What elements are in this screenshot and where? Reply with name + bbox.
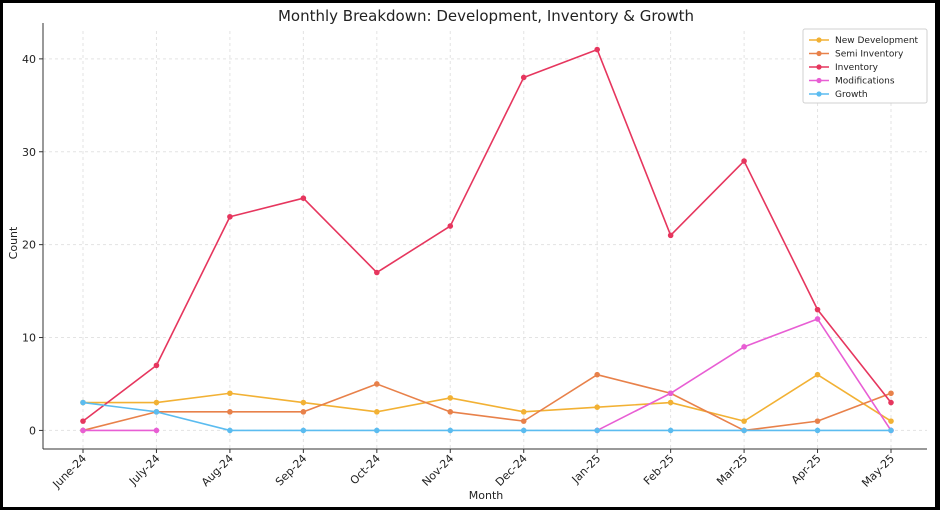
data-point: [888, 399, 894, 406]
data-point: [374, 381, 380, 387]
x-tick-label: Dec-24: [493, 452, 530, 489]
data-point: [227, 409, 233, 415]
data-point: [374, 427, 380, 434]
data-point: [520, 418, 527, 424]
y-tick-label: 20: [22, 239, 36, 252]
legend: New Development Semi Inventory Inventory Mo…: [802, 28, 928, 104]
chart-canvas: Monthly Breakdown: Development, Inventor…: [3, 3, 935, 507]
x-tick-label: Feb-25: [641, 452, 677, 488]
data-point: [80, 399, 86, 406]
data-point: [814, 316, 821, 322]
data-point: [300, 427, 307, 434]
series-line: [82, 401, 891, 432]
data-point: [888, 390, 894, 397]
x-axis-label: Month: [469, 489, 504, 502]
data-point: [594, 371, 600, 378]
grid-lines: [43, 31, 927, 449]
x-tick-label: Oct-24: [348, 452, 383, 487]
data-point: [741, 427, 747, 434]
series-inventory: [80, 46, 894, 424]
data-point: [667, 232, 674, 239]
legend-swatch-marker: [816, 91, 822, 97]
x-tick-labels: June-24 July-24 Aug-24 Sep-24 Oct-24 Nov-24 De…: [50, 449, 897, 492]
data-point: [888, 427, 894, 434]
data-point: [594, 427, 600, 434]
data-point: [153, 427, 160, 434]
data-point: [374, 409, 380, 415]
data-point: [594, 46, 600, 53]
y-tick-label: 10: [22, 332, 36, 345]
data-point: [300, 399, 307, 406]
x-tick-label: Jan-25: [569, 452, 604, 487]
data-point: [80, 418, 86, 424]
x-tick-label: Apr-25: [789, 452, 824, 487]
legend-swatch-marker: [816, 64, 822, 70]
data-point: [447, 395, 454, 401]
series-modifications: [80, 316, 894, 434]
x-tick-label: Sep-24: [273, 452, 310, 489]
data-point: [300, 409, 307, 415]
data-point: [888, 418, 894, 424]
data-point: [447, 427, 454, 434]
data-point: [814, 418, 821, 424]
data-point: [227, 213, 233, 220]
legend-label: Inventory: [835, 63, 879, 73]
y-tick-label: 30: [22, 146, 36, 159]
data-point: [741, 344, 747, 350]
data-point: [227, 427, 233, 434]
data-point: [814, 371, 821, 378]
data-point: [153, 399, 160, 406]
data-point: [227, 390, 233, 397]
legend-box: [802, 28, 928, 104]
series-growth: [80, 399, 894, 434]
series-line: [82, 48, 892, 422]
legend-label: Growth: [835, 90, 868, 100]
y-tick-label: 40: [22, 53, 36, 66]
chart-title: Monthly Breakdown: Development, Inventor…: [278, 7, 694, 25]
data-point: [667, 399, 674, 406]
y-tick-label: 0: [29, 424, 36, 437]
x-tick-label: May-25: [859, 452, 897, 490]
x-tick-label: Mar-25: [714, 452, 750, 488]
legend-swatch-marker: [816, 37, 822, 43]
data-point: [667, 427, 674, 434]
data-point: [153, 409, 160, 415]
data-point: [741, 418, 747, 424]
data-point: [300, 195, 307, 201]
x-tick-label: June-24: [50, 452, 90, 492]
data-point: [594, 404, 600, 411]
data-point: [447, 223, 454, 229]
y-tick-labels: 0 10 20 30 40: [22, 53, 43, 437]
legend-swatch-marker: [816, 77, 822, 84]
data-point: [520, 409, 527, 415]
series-lines: [80, 46, 894, 434]
data-point: [667, 390, 674, 397]
legend-swatch-marker: [816, 50, 822, 57]
data-point: [520, 427, 527, 434]
data-point: [814, 306, 821, 313]
axes: [42, 23, 927, 450]
data-point: [80, 427, 86, 434]
data-point: [374, 269, 380, 276]
series-line: [83, 373, 892, 422]
y-axis-label: Count: [7, 226, 20, 259]
x-tick-label: Nov-24: [420, 452, 457, 489]
legend-label: Modifications: [835, 77, 895, 87]
x-tick-label: July-24: [126, 452, 162, 488]
line-chart: Monthly Breakdown: Development, Inventor…: [7, 7, 928, 502]
data-point: [153, 362, 160, 369]
series-line: [82, 373, 892, 432]
data-point: [814, 427, 821, 434]
legend-label: Semi Inventory: [835, 50, 904, 60]
data-point: [520, 74, 527, 81]
legend-label: New Development: [835, 36, 919, 46]
x-tick-label: Aug-24: [199, 452, 236, 489]
data-point: [741, 158, 747, 164]
data-point: [447, 409, 454, 415]
